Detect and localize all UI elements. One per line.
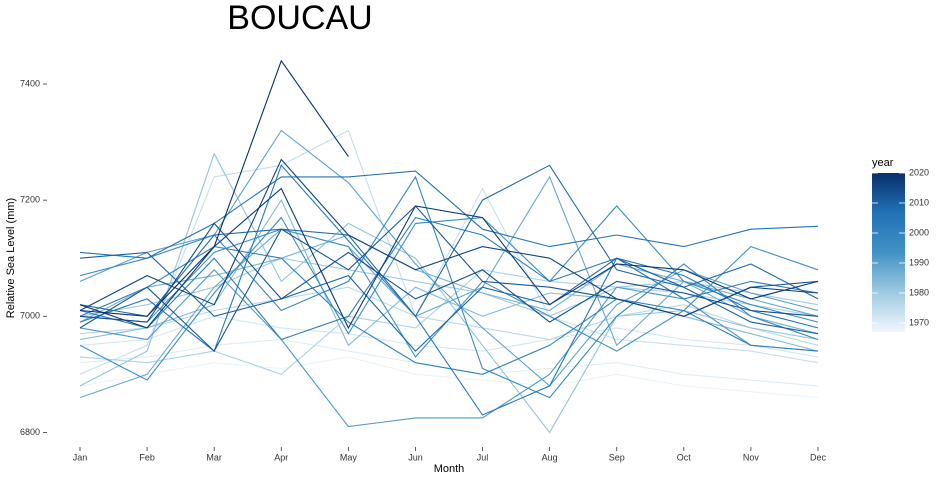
- y-tick-label: 7400: [20, 78, 40, 88]
- colorbar-label: 1980: [909, 287, 929, 297]
- x-tick-label: Aug: [542, 452, 558, 462]
- series-line: [79, 129, 819, 387]
- series-line: [79, 175, 819, 399]
- series-line: [79, 234, 819, 335]
- x-tick-label: Mar: [206, 452, 222, 462]
- y-tick-label: 7000: [20, 311, 40, 321]
- colorbar-label: 1970: [909, 317, 929, 327]
- series-line: [79, 222, 819, 323]
- series-line: [79, 338, 819, 387]
- series-line: [79, 170, 819, 259]
- series-line: [79, 129, 819, 375]
- x-tick-label: Nov: [743, 452, 760, 462]
- y-tick-label: 6800: [20, 427, 40, 437]
- colorbar-label: 2000: [909, 227, 929, 237]
- colorbar-label: 1990: [909, 257, 929, 267]
- series-line: [79, 246, 819, 375]
- y-axis-title: Relative Sea Level (mm): [5, 198, 17, 318]
- x-tick-label: Jun: [408, 452, 423, 462]
- colorbar: [872, 173, 905, 332]
- x-tick-label: May: [340, 452, 358, 462]
- series-line: [79, 158, 819, 317]
- chart-title: BOUCAU: [227, 0, 372, 37]
- x-tick-label: Jul: [477, 452, 489, 462]
- x-tick-label: Jan: [73, 452, 88, 462]
- x-tick-label: Feb: [139, 452, 155, 462]
- legend-title: year: [872, 157, 894, 169]
- series-line: [79, 269, 819, 375]
- series-line: [79, 251, 819, 352]
- series-line: [79, 315, 819, 358]
- y-tick-label: 7200: [20, 195, 40, 205]
- series-line: [79, 59, 349, 317]
- series-line: [79, 175, 819, 399]
- series-line: [79, 286, 819, 346]
- x-tick-label: Apr: [274, 452, 288, 462]
- x-tick-label: Oct: [677, 452, 692, 462]
- series-line: [79, 205, 819, 381]
- lines: [79, 59, 819, 434]
- series-line: [79, 187, 819, 330]
- x-axis-title: Month: [434, 463, 465, 475]
- x-tick-label: Dec: [810, 452, 827, 462]
- series-line: [79, 356, 819, 399]
- colorbar-label: 2010: [909, 197, 929, 207]
- series-line: [79, 269, 819, 428]
- series-line: [79, 164, 819, 416]
- colorbar-label: 2020: [909, 167, 929, 177]
- x-tick-label: Sep: [609, 452, 625, 462]
